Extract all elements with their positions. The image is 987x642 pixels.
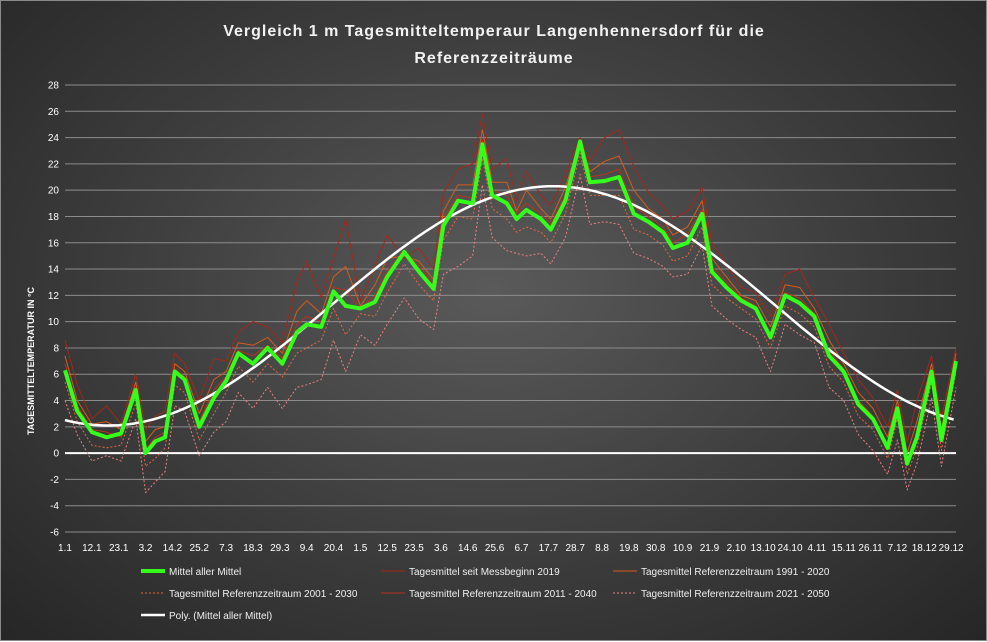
y-tick-label: 10	[48, 317, 60, 328]
y-tick-label: 4	[53, 396, 59, 407]
x-tick-label: 3.6	[434, 543, 448, 554]
x-tick-label: 28.7	[565, 543, 585, 554]
x-tick-label: 23.1	[109, 543, 129, 554]
legend: Mittel aller Mittel Tagesmittel seit Mess…	[141, 567, 830, 622]
x-tick-label: 21.9	[700, 543, 720, 554]
y-tick-label: 0	[53, 449, 59, 460]
x-tick-label: 26.11	[858, 543, 883, 554]
series-line-6	[64, 184, 954, 427]
x-tick-label: 17.7	[539, 543, 559, 554]
y-tick-label: 6	[53, 370, 59, 381]
x-tick-labels: 1.1 12.1 23.1 3.2 14.2 25.2 7.3 18.3 29.3 9.4 20.4…	[58, 543, 964, 554]
y-tick-label: 26	[48, 107, 60, 118]
y-tick-label: 8	[53, 343, 59, 354]
x-tick-label: 30.8	[646, 543, 666, 554]
series-line-1	[64, 113, 957, 444]
x-tick-label: 2.10	[727, 543, 747, 554]
x-tick-label: 7.12	[888, 543, 908, 554]
series-line-4	[64, 139, 957, 462]
x-tick-label: 25.6	[485, 543, 505, 554]
legend-label: Tagesmittel Referenzzeitraum 2001 - 2030	[169, 589, 358, 600]
x-tick-label: 6.7	[515, 543, 529, 554]
x-tick-label: 13.10	[751, 543, 776, 554]
x-tick-label: 14.6	[458, 543, 478, 554]
y-tick-label: 24	[48, 133, 60, 144]
x-tick-label: 1.5	[353, 543, 367, 554]
x-tick-label: 8.8	[595, 543, 609, 554]
y-tick-label: 16	[48, 238, 60, 249]
y-tick-label: 18	[48, 212, 60, 223]
x-tick-label: 9.4	[300, 543, 314, 554]
y-axis-label: TAGESMITTELTEMPERATUR IN °C	[26, 286, 36, 435]
legend-label: Tagesmittel Referenzzeitraum 2021 - 2050	[641, 589, 830, 600]
series-line-5	[64, 173, 957, 494]
legend-label: Tagesmittel Referenzzeitraum 1991 - 2020	[641, 567, 830, 578]
x-tick-label: 12.5	[377, 543, 397, 554]
x-tick-label: 19.8	[619, 543, 639, 554]
series-line-3	[64, 152, 957, 475]
y-tick-label: 28	[48, 81, 60, 92]
x-tick-label: 24.10	[777, 543, 802, 554]
x-tick-label: 20.4	[324, 543, 344, 554]
x-tick-label: 29.12	[939, 543, 964, 554]
y-tick-label: 2	[53, 422, 59, 433]
y-tick-label: -6	[50, 528, 59, 539]
legend-label: Tagesmittel Referenzzeitraum 2011 - 2040	[409, 589, 597, 600]
x-tick-label: 10.9	[673, 543, 693, 554]
y-tick-label: 20	[48, 186, 60, 197]
x-tick-label: 23.5	[404, 543, 424, 554]
x-tick-label: 18.12	[912, 543, 937, 554]
gridlines	[65, 84, 956, 533]
chart-title-line-2: Referenzzeiträume	[414, 50, 573, 67]
legend-label: Tagesmittel seit Messbeginn 2019	[409, 567, 560, 578]
legend-label: Mittel aller Mittel	[169, 567, 241, 578]
x-tick-label: 12.1	[82, 543, 102, 554]
y-tick-label: -2	[50, 475, 59, 486]
y-tick-label: 22	[48, 159, 60, 170]
x-tick-label: 29.3	[270, 543, 290, 554]
y-tick-label: 14	[48, 265, 60, 276]
x-tick-label: 14.2	[163, 543, 183, 554]
x-tick-label: 18.3	[243, 543, 263, 554]
series-line-0	[63, 139, 958, 466]
series-lines	[63, 113, 958, 494]
x-tick-label: 15.11	[832, 543, 857, 554]
x-tick-label: 25.2	[190, 543, 210, 554]
x-tick-label: 1.1	[58, 543, 72, 554]
legend-label: Poly. (Mittel aller Mittel)	[169, 611, 272, 622]
y-tick-label: -4	[50, 501, 59, 512]
x-tick-label: 7.3	[219, 543, 233, 554]
x-tick-label: 4.11	[807, 543, 826, 554]
chart-title-line-1: Vergleich 1 m Tagesmitteltemperaur Lange…	[223, 23, 765, 40]
y-tick-label: 12	[48, 291, 60, 302]
x-tick-label: 3.2	[139, 543, 153, 554]
series-line-2	[64, 129, 957, 454]
